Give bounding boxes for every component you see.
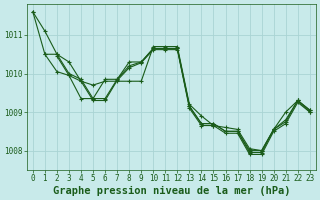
X-axis label: Graphe pression niveau de la mer (hPa): Graphe pression niveau de la mer (hPa) (52, 186, 290, 196)
